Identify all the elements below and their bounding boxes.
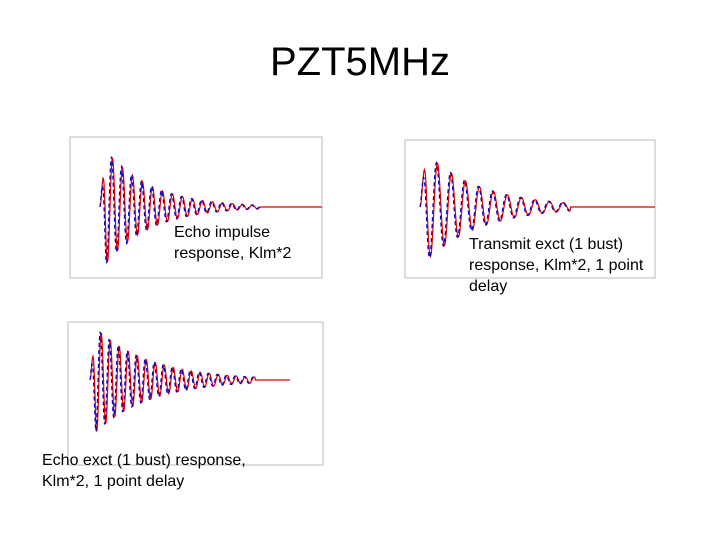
title: PZT5MHz [270, 40, 450, 84]
caption: Echo exct (1 bust) response, Klm*2, 1 po… [42, 452, 246, 490]
waveform [419, 161, 571, 259]
caption: Echo impulse response, Klm*2 [174, 224, 292, 262]
waveform [89, 331, 290, 433]
waveform [89, 331, 256, 432]
waveform [99, 157, 322, 263]
plot-frame [404, 139, 656, 279]
plot-frame [67, 321, 324, 466]
waveform [419, 162, 655, 259]
caption: Transmit exct (1 bust) response, Klm*2, … [469, 236, 644, 295]
waveform [99, 156, 261, 264]
